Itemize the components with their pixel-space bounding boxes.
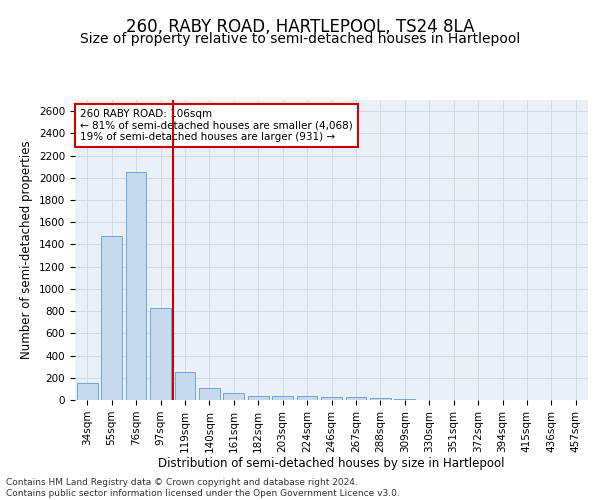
Bar	[101, 236, 122, 400]
Bar	[77, 384, 98, 400]
Bar	[296, 396, 317, 400]
Bar	[346, 397, 367, 400]
Text: Size of property relative to semi-detached houses in Hartlepool: Size of property relative to semi-detach…	[80, 32, 520, 46]
Bar	[370, 398, 391, 400]
Bar	[321, 396, 342, 400]
Bar	[175, 372, 196, 400]
Bar	[248, 396, 269, 400]
Bar	[199, 388, 220, 400]
X-axis label: Distribution of semi-detached houses by size in Hartlepool: Distribution of semi-detached houses by …	[158, 458, 505, 470]
Bar	[125, 172, 146, 400]
Bar	[272, 396, 293, 400]
Y-axis label: Number of semi-detached properties: Number of semi-detached properties	[20, 140, 34, 360]
Bar	[150, 308, 171, 400]
Text: 260, RABY ROAD, HARTLEPOOL, TS24 8LA: 260, RABY ROAD, HARTLEPOOL, TS24 8LA	[126, 18, 474, 36]
Text: 260 RABY ROAD: 106sqm
← 81% of semi-detached houses are smaller (4,068)
19% of s: 260 RABY ROAD: 106sqm ← 81% of semi-deta…	[80, 109, 353, 142]
Text: Contains HM Land Registry data © Crown copyright and database right 2024.
Contai: Contains HM Land Registry data © Crown c…	[6, 478, 400, 498]
Bar	[223, 393, 244, 400]
